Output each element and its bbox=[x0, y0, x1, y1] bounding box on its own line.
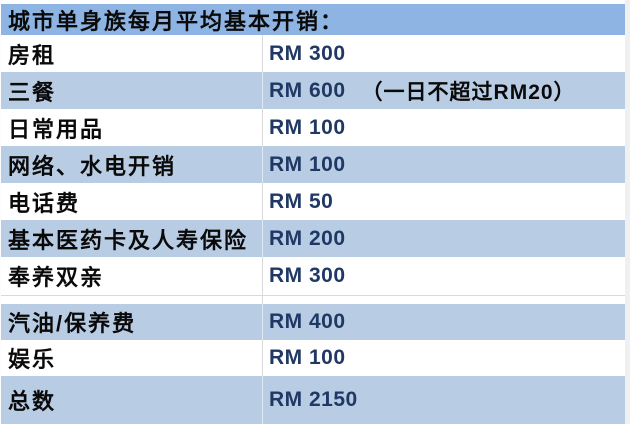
row-label: 娱乐 bbox=[8, 347, 57, 372]
page-right-margin bbox=[625, 0, 630, 424]
row-value: RM 100 bbox=[269, 115, 346, 139]
row-label: 电话费 bbox=[8, 190, 81, 216]
table-title-row: 城市单身族每月平均基本开销： bbox=[1, 4, 625, 35]
value-cell: RM 2150 bbox=[263, 376, 625, 424]
label-cell: 总数 bbox=[1, 376, 263, 424]
value-cell bbox=[263, 296, 625, 304]
value-cell: RM 100 bbox=[263, 146, 625, 183]
value-cell: RM 200 bbox=[263, 220, 625, 257]
value-cell: RM 400 bbox=[263, 304, 625, 340]
row-value: RM 300 bbox=[269, 41, 346, 65]
table-row-daily-goods: 日常用品 RM 100 bbox=[1, 109, 625, 146]
table-row-parents: 奉养双亲 RM 300 bbox=[1, 257, 625, 295]
row-value: RM 200 bbox=[269, 226, 346, 250]
table-row-total: 总数 RM 2150 bbox=[1, 376, 625, 424]
label-cell: 娱乐 bbox=[1, 340, 263, 376]
table-row-insurance: 基本医药卡及人寿保险 RM 200 bbox=[1, 220, 625, 257]
value-cell: RM 600 （一日不超过RM20） bbox=[263, 72, 625, 109]
row-value-note: （一日不超过RM20） bbox=[361, 80, 576, 104]
row-value: RM 100 bbox=[269, 346, 346, 369]
table-row-meals: 三餐 RM 600 （一日不超过RM20） bbox=[1, 72, 625, 109]
value-cell: RM 300 bbox=[263, 257, 625, 295]
row-value: RM 400 bbox=[269, 310, 346, 333]
label-cell: 奉养双亲 bbox=[1, 257, 263, 295]
label-cell: 基本医药卡及人寿保险 bbox=[1, 220, 263, 257]
value-cell: RM 100 bbox=[263, 109, 625, 146]
table-spacer-row bbox=[1, 295, 625, 304]
row-label: 房租 bbox=[8, 42, 57, 68]
row-label: 网络、水电开销 bbox=[8, 153, 177, 179]
row-value: RM 600 bbox=[269, 78, 346, 102]
label-cell: 房租 bbox=[1, 35, 263, 72]
row-value: RM 300 bbox=[269, 264, 346, 287]
value-cell: RM 100 bbox=[263, 340, 625, 376]
label-cell: 日常用品 bbox=[1, 109, 263, 146]
row-value: RM 50 bbox=[269, 189, 334, 213]
expenses-table: 城市单身族每月平均基本开销： 房租 RM 300 三餐 RM 600 （一日不超… bbox=[1, 4, 625, 424]
label-cell: 三餐 bbox=[1, 72, 263, 109]
table-row-entertainment: 娱乐 RM 100 bbox=[1, 340, 625, 376]
label-cell bbox=[1, 296, 263, 304]
total-value: RM 2150 bbox=[269, 388, 358, 411]
table-title: 城市单身族每月平均基本开销： bbox=[8, 8, 345, 34]
table-row-phone: 电话费 RM 50 bbox=[1, 183, 625, 220]
label-cell: 汽油/保养费 bbox=[1, 304, 263, 340]
row-value: RM 100 bbox=[269, 152, 346, 176]
row-label: 基本医药卡及人寿保险 bbox=[8, 227, 249, 253]
value-cell: RM 50 bbox=[263, 183, 625, 220]
table-row-rent: 房租 RM 300 bbox=[1, 35, 625, 72]
total-label: 总数 bbox=[8, 389, 57, 414]
row-label: 三餐 bbox=[8, 79, 57, 105]
table-row-fuel: 汽油/保养费 RM 400 bbox=[1, 304, 625, 340]
value-cell: RM 300 bbox=[263, 35, 625, 72]
table-row-utilities: 网络、水电开销 RM 100 bbox=[1, 146, 625, 183]
row-label: 日常用品 bbox=[8, 116, 105, 142]
row-label: 奉养双亲 bbox=[8, 265, 105, 290]
row-label: 汽油/保养费 bbox=[8, 311, 137, 336]
label-cell: 电话费 bbox=[1, 183, 263, 220]
label-cell: 网络、水电开销 bbox=[1, 146, 263, 183]
